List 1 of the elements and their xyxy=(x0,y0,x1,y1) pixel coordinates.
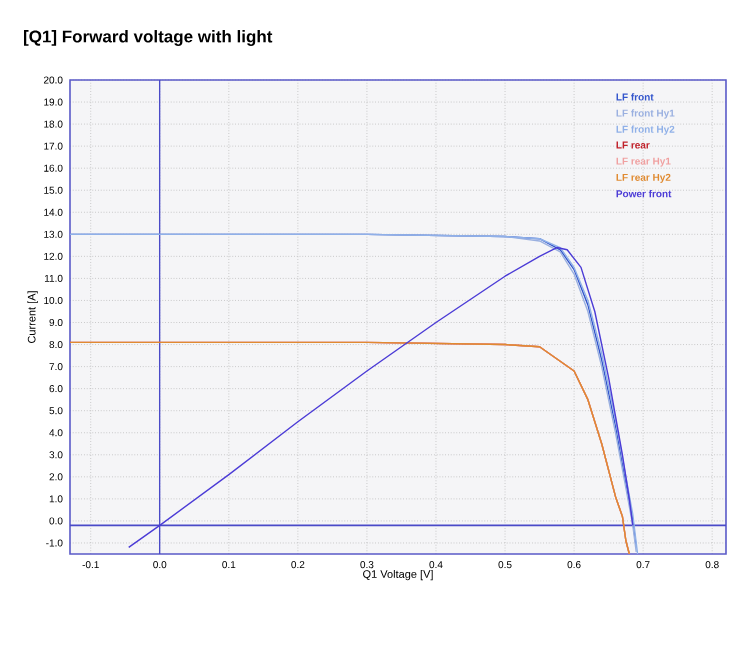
chart-title: [Q1] Forward voltage with light xyxy=(24,30,273,46)
